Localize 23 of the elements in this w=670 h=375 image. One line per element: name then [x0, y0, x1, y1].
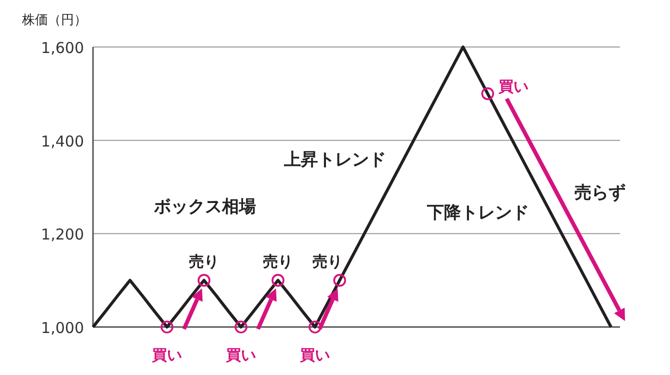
annotation: 売らず [574, 183, 626, 203]
y-tick-label: 1,600 [41, 39, 84, 57]
point [333, 274, 346, 287]
data-label: 売り [312, 252, 343, 270]
y-tick-label: 1,400 [41, 132, 84, 150]
annotation: 上昇トレンド [283, 150, 386, 170]
annotation: 下降トレンド [426, 203, 529, 223]
point [160, 320, 174, 334]
point [308, 320, 322, 334]
point [234, 320, 248, 334]
y-tick-label: 1,200 [41, 226, 84, 244]
y-axis-title: 株価（円） [21, 13, 87, 28]
data-label: 買い [498, 78, 529, 96]
data-label: 売り [263, 252, 293, 270]
data-label: 売り [189, 252, 219, 270]
data-label: 買い [225, 346, 256, 364]
annotation: ボックス相場 [153, 197, 256, 217]
data-label: 買い [299, 346, 330, 364]
point [198, 274, 210, 287]
point [272, 274, 284, 287]
data-label: 買い [151, 346, 182, 364]
y-tick-label: 1,000 [41, 319, 84, 337]
point [481, 87, 494, 100]
